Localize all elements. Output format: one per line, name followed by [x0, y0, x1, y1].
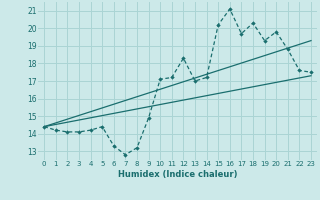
Point: [158, 78, 163, 81]
Point: [285, 48, 290, 51]
Point: [308, 71, 314, 74]
Point: [216, 23, 221, 26]
Point: [65, 130, 70, 134]
Point: [134, 146, 140, 149]
Point: [100, 125, 105, 128]
Point: [53, 129, 58, 132]
Point: [297, 69, 302, 72]
Point: [146, 116, 151, 119]
Point: [181, 57, 186, 60]
Point: [192, 79, 197, 83]
Point: [76, 130, 82, 134]
Point: [88, 129, 93, 132]
Point: [204, 76, 209, 79]
Point: [251, 21, 256, 25]
Point: [111, 144, 116, 148]
Point: [262, 39, 267, 42]
Point: [274, 30, 279, 33]
X-axis label: Humidex (Indice chaleur): Humidex (Indice chaleur): [118, 170, 237, 179]
Point: [239, 32, 244, 35]
Point: [123, 153, 128, 156]
Point: [227, 7, 232, 11]
Point: [169, 76, 174, 79]
Point: [42, 125, 47, 128]
